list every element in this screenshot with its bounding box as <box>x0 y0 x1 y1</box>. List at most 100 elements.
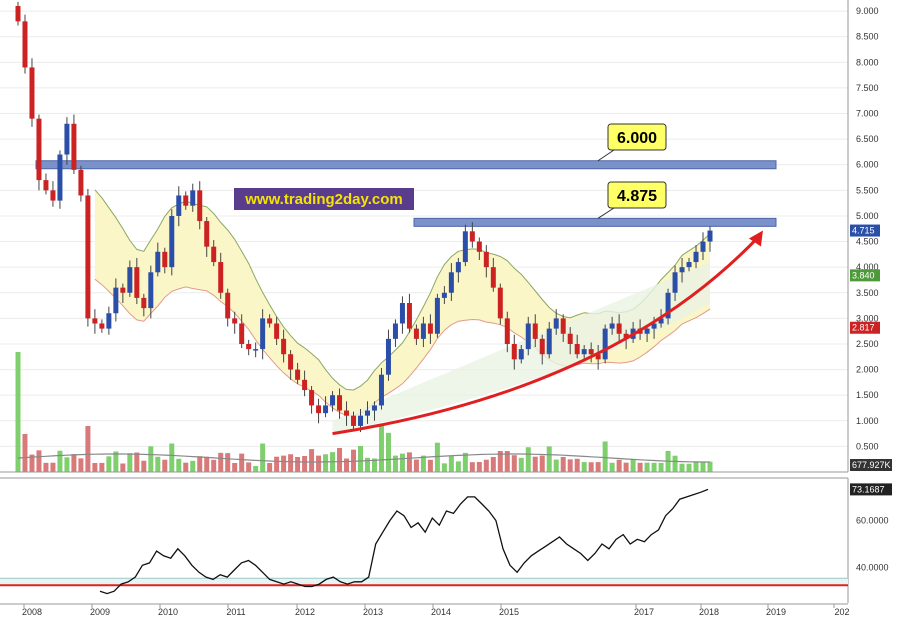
volume-average-line <box>17 453 710 463</box>
candle-body <box>22 21 28 68</box>
candle-body <box>525 323 531 350</box>
indicator-last-badge: 73.1687 <box>852 484 885 494</box>
candle-body <box>176 195 182 216</box>
volume-bar <box>532 456 538 472</box>
candle-body <box>371 405 377 411</box>
volume-bar <box>595 462 601 472</box>
volume-bar <box>448 455 454 472</box>
volume-bar <box>155 456 161 472</box>
candle-body <box>211 246 217 263</box>
volume-bar <box>420 455 426 472</box>
candle-body <box>693 251 699 263</box>
volume-bar <box>302 456 308 472</box>
volume-bar <box>364 457 370 472</box>
price-tick-label: 6.500 <box>856 134 879 144</box>
candle-body <box>427 323 433 334</box>
volume-bar <box>497 451 503 472</box>
candle-body <box>71 123 77 170</box>
volume-bar <box>288 454 294 472</box>
volume-bar <box>518 457 524 472</box>
volume-bar <box>295 457 301 472</box>
volume-bar <box>57 450 63 472</box>
candle-body <box>651 323 657 329</box>
volume-bar <box>29 454 35 472</box>
price-tick-label: 4.000 <box>856 262 879 272</box>
time-axis: 2008 2009 2010 2011 2012 2013 2014 2015 2017 2018… <box>0 603 850 617</box>
candle-body <box>330 395 336 406</box>
candle-body <box>50 190 56 201</box>
volume-bar <box>43 462 49 472</box>
volume-bar <box>672 455 678 472</box>
volume-bar <box>218 452 224 472</box>
callout-box <box>607 181 667 209</box>
callout-leader <box>597 207 615 219</box>
price-tick-label: 5.000 <box>856 211 879 221</box>
volume-bar <box>406 452 412 472</box>
time-tick-label: 2008 <box>22 607 42 617</box>
price-tick-label: 6.000 <box>856 160 879 170</box>
indicator-line <box>99 488 709 595</box>
volume-bar <box>511 455 517 472</box>
volume-bar <box>134 452 140 472</box>
volume-bar <box>616 459 622 472</box>
volume-bar <box>385 432 391 472</box>
time-tick-label: 2010 <box>158 607 178 617</box>
volume-bar <box>162 459 168 472</box>
callout-leader <box>597 149 615 162</box>
candle-body <box>707 230 713 242</box>
candle-body <box>434 297 440 334</box>
time-tick-label: 2009 <box>90 607 110 617</box>
candle-body <box>644 328 650 334</box>
indicator-panel: 40.0000 60.0000 73.1687 <box>0 477 892 603</box>
candle-body <box>420 323 426 339</box>
candle-body <box>476 241 482 252</box>
volume-bar <box>127 453 133 472</box>
volume-bar <box>176 458 182 472</box>
volume-bar <box>113 451 119 472</box>
candle-body <box>232 318 238 324</box>
indicator-tick-label: 40.0000 <box>856 563 889 573</box>
callout-label: 4.875 <box>617 188 657 205</box>
candle-body <box>511 343 517 360</box>
volume-bar <box>490 457 496 472</box>
volume-bar <box>64 457 70 472</box>
volume-bar <box>204 456 210 472</box>
volume-bar <box>455 461 461 472</box>
candle-body <box>183 195 189 206</box>
volume-bar <box>344 458 350 472</box>
price-tick-label: 5.500 <box>856 185 879 195</box>
price-tick-label: 3.500 <box>856 288 879 298</box>
candle-body <box>113 287 119 314</box>
volume-bar <box>546 446 552 472</box>
candle-body <box>539 338 545 355</box>
candle-body <box>162 251 168 268</box>
time-tick-label: 2018 <box>699 607 719 617</box>
volume-bar <box>658 462 664 472</box>
candle-body <box>99 323 105 329</box>
price-tick-label: 7.500 <box>856 83 879 93</box>
candle-body <box>36 118 42 181</box>
volume-bar <box>71 454 77 472</box>
volume-bar <box>644 462 650 472</box>
volume-bar <box>36 450 42 472</box>
band-lower-badge: 2.817 <box>852 323 875 333</box>
candle-body <box>686 262 692 268</box>
band-lower-line <box>94 278 711 417</box>
candle-body <box>15 6 21 22</box>
price-tick-label: 0.500 <box>856 441 879 451</box>
volume-bar <box>441 463 447 472</box>
candle-body <box>602 328 608 360</box>
price-tick-label: 8.500 <box>856 32 879 42</box>
volume-bar <box>392 455 398 472</box>
candle-body <box>288 354 294 370</box>
last-price-badge: 4.715 <box>852 226 875 236</box>
price-tick-label: 7.000 <box>856 109 879 119</box>
volume-bar <box>141 460 147 472</box>
volume-bar <box>686 463 692 472</box>
candle-body <box>560 318 566 334</box>
price-tick-label: 4.500 <box>856 237 879 247</box>
candle-body <box>532 323 538 339</box>
volume-bar <box>378 424 384 472</box>
candle-body <box>127 267 133 293</box>
candle-body <box>281 338 287 355</box>
